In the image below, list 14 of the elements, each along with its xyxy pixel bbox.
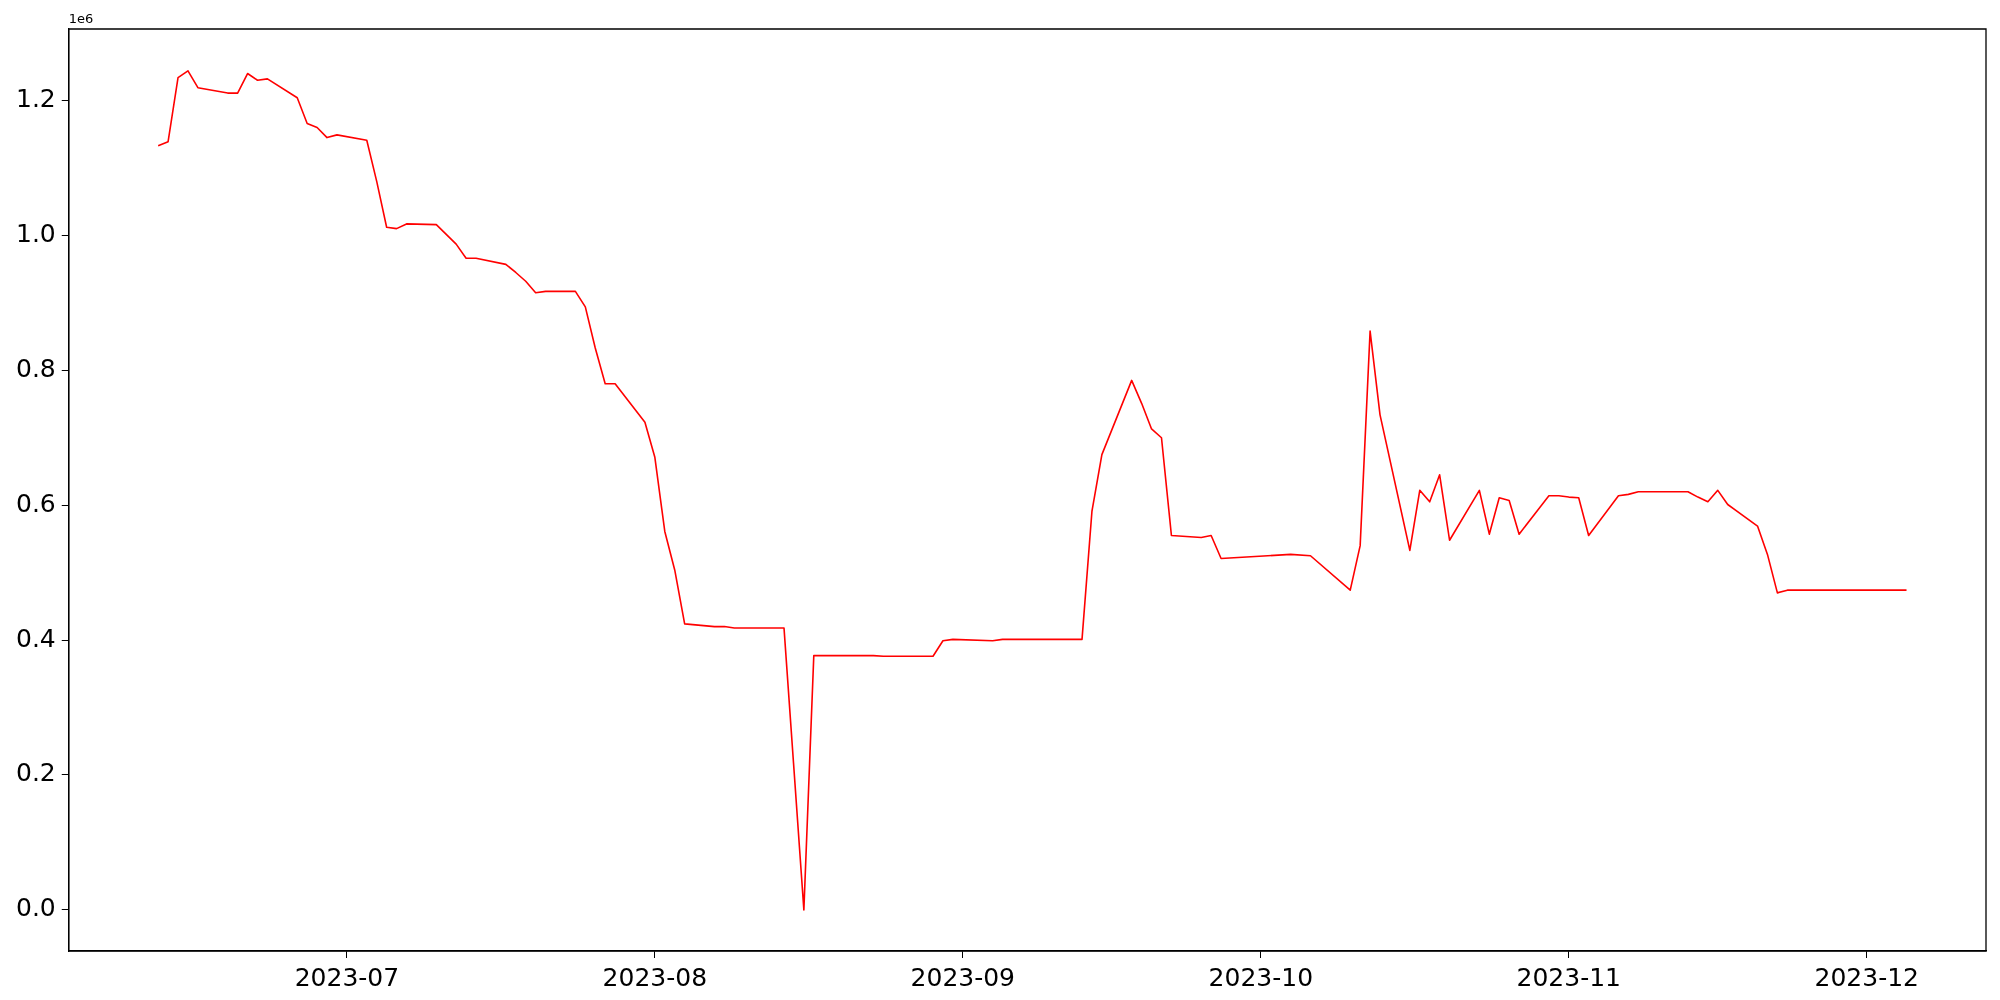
x-tick-label: 2023-10 xyxy=(1208,962,1314,992)
x-tick-label: 2023-08 xyxy=(602,962,708,992)
y-tick-label: 1.0 xyxy=(15,218,56,248)
y-tick-label: 0.0 xyxy=(15,893,56,923)
text: 1e6 xyxy=(68,10,94,26)
x-tick-label: 2023-11 xyxy=(1516,962,1622,992)
y-tick-label: 0.8 xyxy=(15,353,56,383)
y-tick-label: 1.2 xyxy=(15,83,56,113)
y-tick-label: 0.2 xyxy=(15,758,56,788)
x-tick-label: 2023-07 xyxy=(294,962,400,992)
y-tick-label: 0.4 xyxy=(15,623,56,653)
x-tick-label: 2023-12 xyxy=(1814,962,1920,992)
x-tick-label: 2023-09 xyxy=(910,962,1016,992)
y-tick-label: 0.6 xyxy=(15,488,56,518)
